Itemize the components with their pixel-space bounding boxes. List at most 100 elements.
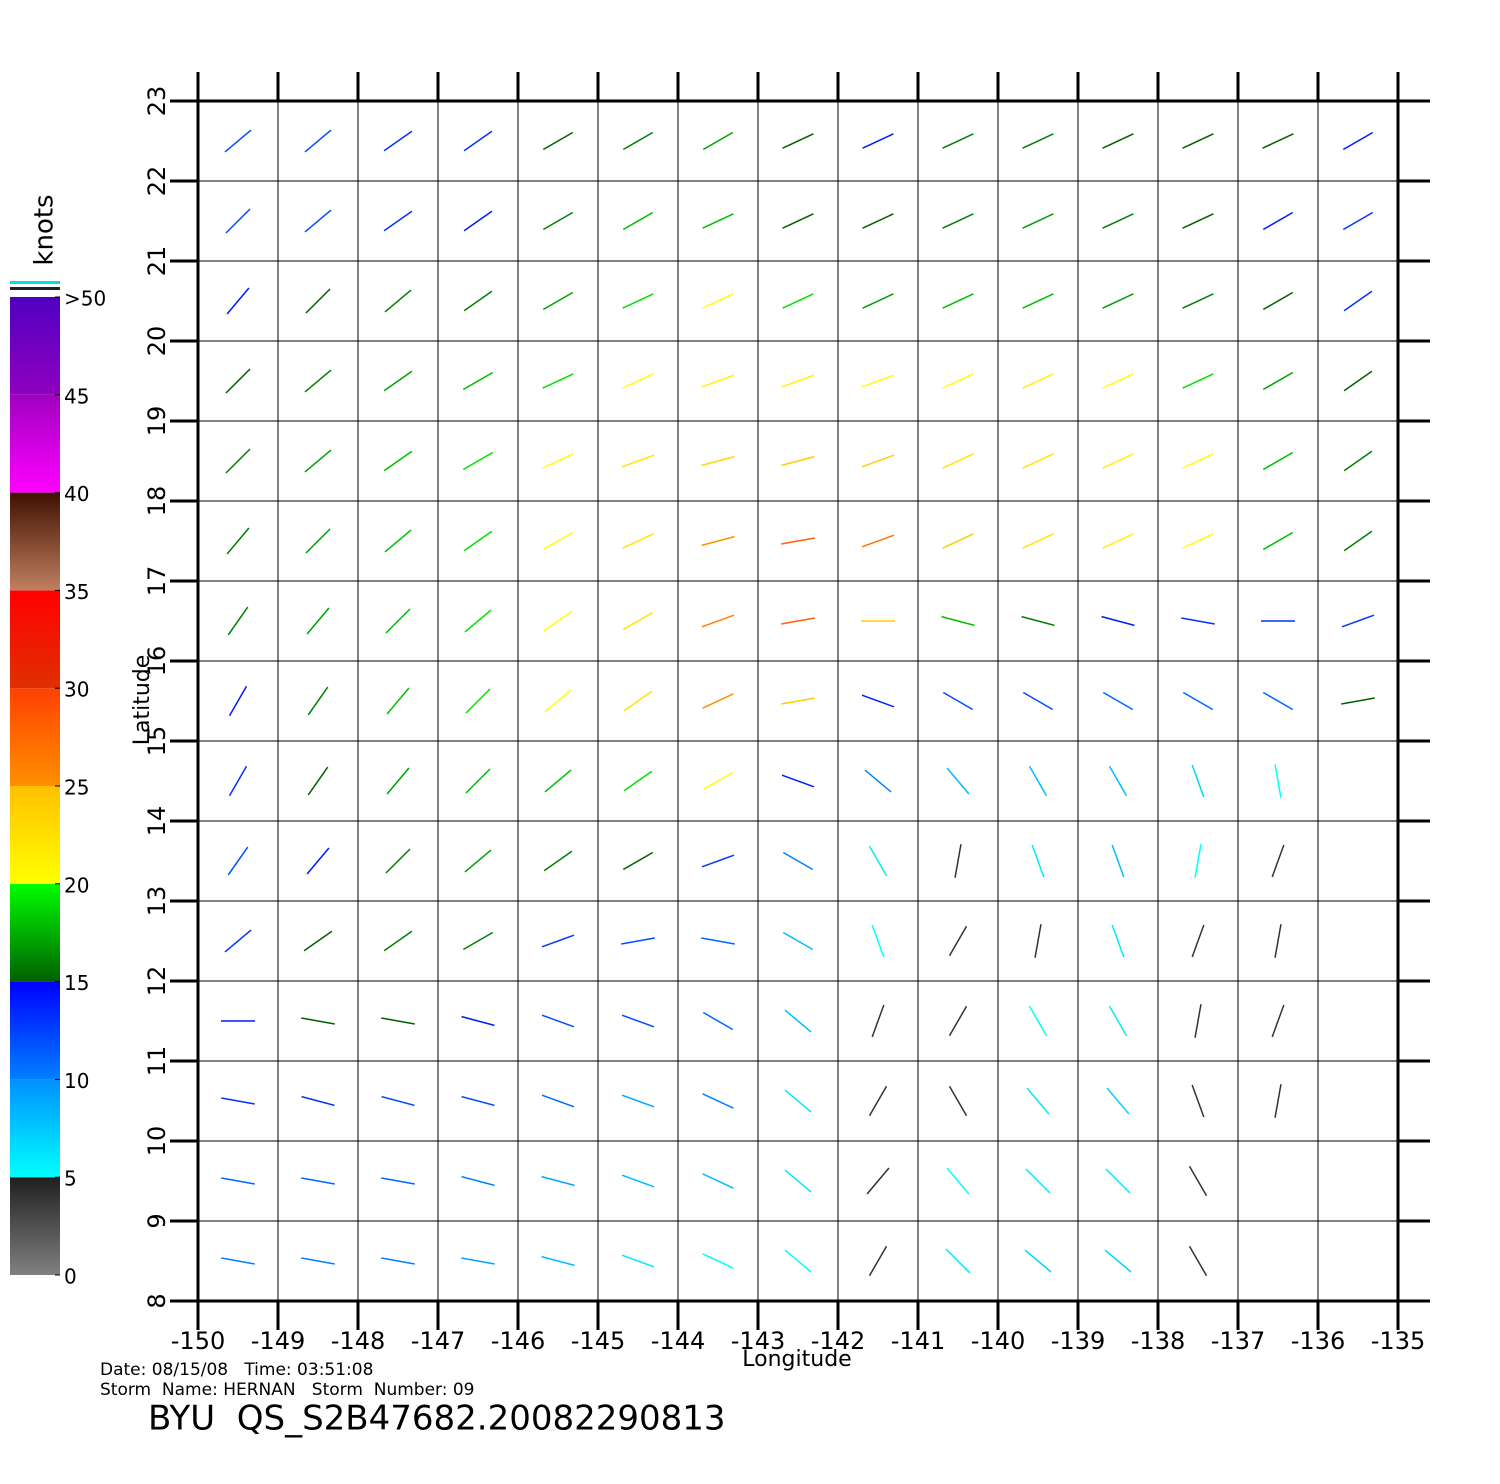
- wind-vector: [1262, 211, 1294, 231]
- wind-vector: [871, 924, 885, 958]
- wind-vector: [1022, 691, 1054, 711]
- x-tick-label: -146: [491, 1327, 545, 1355]
- wind-vector: [383, 930, 413, 952]
- x-tick-label: -144: [651, 1327, 705, 1355]
- wind-vector: [1188, 1165, 1208, 1197]
- wind-vector: [541, 934, 575, 948]
- wind-vector: [1262, 371, 1294, 391]
- wind-vector: [1022, 213, 1054, 229]
- wind-vector: [702, 293, 734, 309]
- wind-vector: [702, 1011, 734, 1031]
- wind-vector: [868, 845, 888, 877]
- x-tick-label: -145: [571, 1327, 625, 1355]
- wind-vector: [782, 133, 814, 149]
- y-tick-label: 23: [143, 86, 171, 117]
- y-tick-label: 9: [143, 1213, 171, 1228]
- y-axis-label: Latitude: [130, 655, 155, 746]
- wind-vector: [1341, 697, 1375, 705]
- colorbar-cap: [10, 281, 60, 284]
- wind-vector: [701, 455, 735, 467]
- wind-vector: [862, 293, 894, 309]
- wind-vector: [866, 1167, 890, 1195]
- wind-vector: [225, 368, 251, 394]
- wind-vector: [307, 766, 329, 796]
- colorbar-bin: [10, 394, 60, 493]
- y-tick-label: 17: [143, 566, 171, 597]
- y-tick-label: 14: [143, 806, 171, 837]
- wind-vector: [1022, 373, 1054, 389]
- wind-vector: [224, 129, 252, 153]
- wind-vector: [941, 615, 975, 627]
- wind-vector: [1342, 131, 1374, 151]
- wind-vector: [462, 451, 494, 471]
- wind-vector: [542, 453, 574, 469]
- wind-vector: [622, 611, 654, 631]
- wind-vector: [948, 925, 968, 957]
- wind-vector: [1105, 1168, 1131, 1194]
- wind-vector: [622, 373, 654, 389]
- y-tick-label: 20: [143, 326, 171, 357]
- colorbar-bin: [10, 297, 60, 395]
- wind-vector: [385, 848, 411, 874]
- wind-vector: [1194, 1004, 1202, 1038]
- wind-vector: [621, 937, 655, 945]
- wind-vector: [1102, 691, 1134, 711]
- wind-vector: [1274, 1084, 1282, 1118]
- wind-vector: [868, 1085, 888, 1117]
- x-tick-label: -148: [331, 1327, 385, 1355]
- wind-vector: [1102, 213, 1134, 229]
- wind-vector: [301, 1095, 335, 1107]
- wind-vector: [781, 617, 815, 625]
- wind-vector: [942, 453, 974, 469]
- wind-vector: [1262, 451, 1294, 471]
- wind-vector: [305, 528, 331, 554]
- plot-frame: [196, 99, 1400, 1303]
- wind-vector: [1271, 844, 1285, 878]
- wind-vector: [1028, 1005, 1048, 1037]
- info-line: Storm Name: HERNAN Storm Number: 09: [100, 1380, 474, 1400]
- colorbar-bin: [10, 883, 60, 982]
- x-axis-label: Longitude: [742, 1347, 851, 1372]
- wind-vector: [307, 686, 329, 716]
- x-tick-label: -143: [731, 1327, 785, 1355]
- wind-vector: [381, 1257, 415, 1265]
- y-tick-label: 12: [143, 966, 171, 997]
- wind-vector: [1343, 530, 1373, 552]
- wind-vector: [464, 609, 492, 633]
- colorbar-bin: [10, 1079, 60, 1178]
- wind-vector: [1182, 453, 1214, 469]
- footer: BYU QS_S2B47682.20082290813: [148, 1399, 726, 1439]
- wind-vector: [304, 129, 332, 153]
- x-tick-label: -142: [811, 1327, 865, 1355]
- colorbar-tick-label: 5: [64, 1167, 77, 1191]
- wind-vector: [383, 370, 413, 392]
- wind-vector: [1262, 291, 1294, 311]
- wind-vector: [868, 1245, 888, 1277]
- wind-vector: [1022, 133, 1054, 149]
- y-tick-label: 18: [143, 486, 171, 517]
- wind-vector: [862, 213, 894, 229]
- wind-vector: [1343, 450, 1373, 472]
- wind-vector: [1271, 1004, 1285, 1038]
- wind-vector: [702, 693, 734, 709]
- wind-vector: [462, 371, 494, 391]
- wind-vector: [225, 208, 251, 234]
- wind-vector: [1025, 1168, 1051, 1194]
- wind-vector: [541, 1014, 575, 1028]
- x-tick-label: -150: [171, 1327, 225, 1355]
- wind-vector: [1111, 924, 1125, 958]
- wind-vector: [384, 529, 412, 553]
- wind-vector: [861, 374, 895, 388]
- wind-vector: [701, 854, 735, 868]
- wind-vector: [864, 769, 892, 793]
- wind-vector: [541, 1175, 575, 1187]
- wind-vector: [1102, 133, 1134, 149]
- colorbar-bin: [10, 1177, 60, 1275]
- wind-vector: [1182, 691, 1214, 711]
- wind-vector: [461, 1095, 495, 1107]
- colorbar-tick-label: >50: [64, 287, 106, 311]
- x-tick-label: -135: [1371, 1327, 1425, 1355]
- wind-vector: [862, 133, 894, 149]
- wind-vector: [861, 534, 895, 548]
